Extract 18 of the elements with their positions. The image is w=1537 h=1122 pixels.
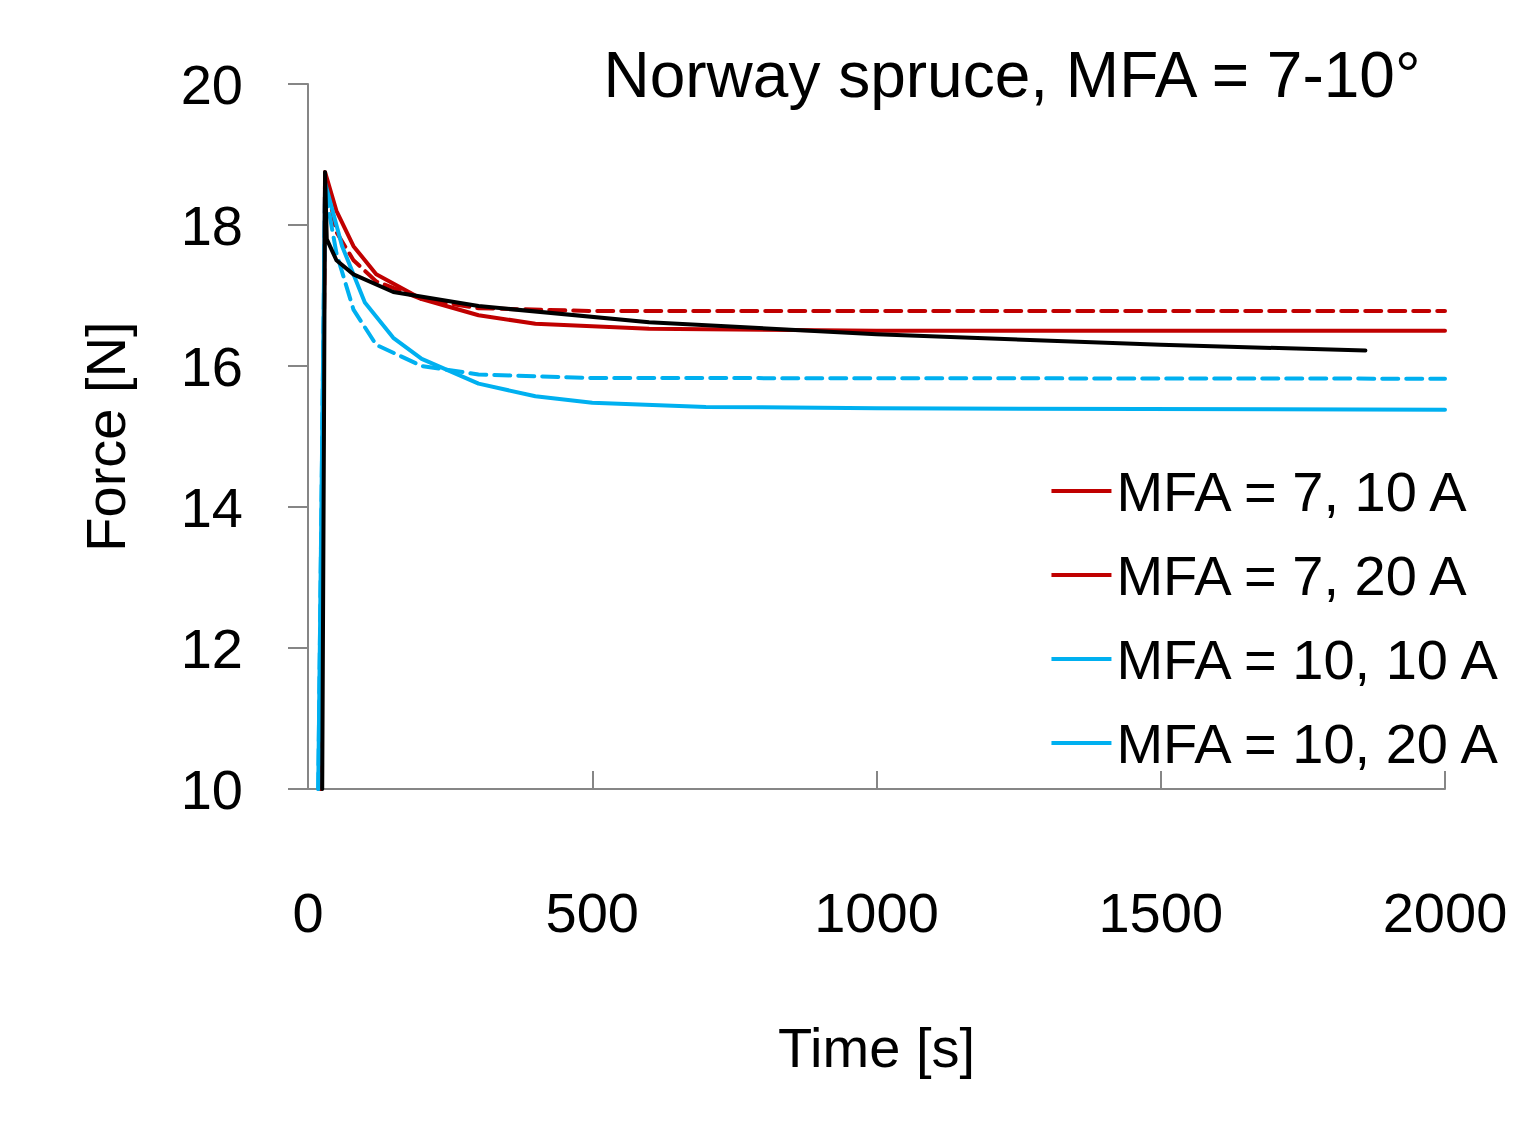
x-tick-label: 1000 — [814, 880, 939, 944]
x-axis-title: Time [s] — [777, 1015, 976, 1079]
legend-label: MFA = 7, 20 A — [1116, 543, 1468, 607]
x-tick-label: 2000 — [1382, 880, 1508, 944]
y-tick-label: 10 — [180, 757, 243, 821]
legend-label: MFA = 7, 10 A — [1116, 459, 1468, 523]
y-tick-label: 14 — [180, 475, 243, 539]
y-axis-title: Force [N] — [73, 321, 137, 552]
x-tick-label: 500 — [545, 880, 639, 944]
x-tick-label: 0 — [292, 880, 324, 944]
chart-title: Norway spruce, MFA = 7-10° — [603, 39, 1421, 111]
y-tick-label: 12 — [180, 616, 243, 680]
x-tick-label: 1500 — [1098, 880, 1224, 944]
y-tick-label: 20 — [180, 52, 243, 116]
y-tick-label: 18 — [180, 193, 243, 257]
y-tick-label: 16 — [180, 334, 243, 398]
legend-label: MFA = 10, 10 A — [1116, 627, 1499, 691]
legend-label: MFA = 10, 20 A — [1116, 711, 1499, 775]
